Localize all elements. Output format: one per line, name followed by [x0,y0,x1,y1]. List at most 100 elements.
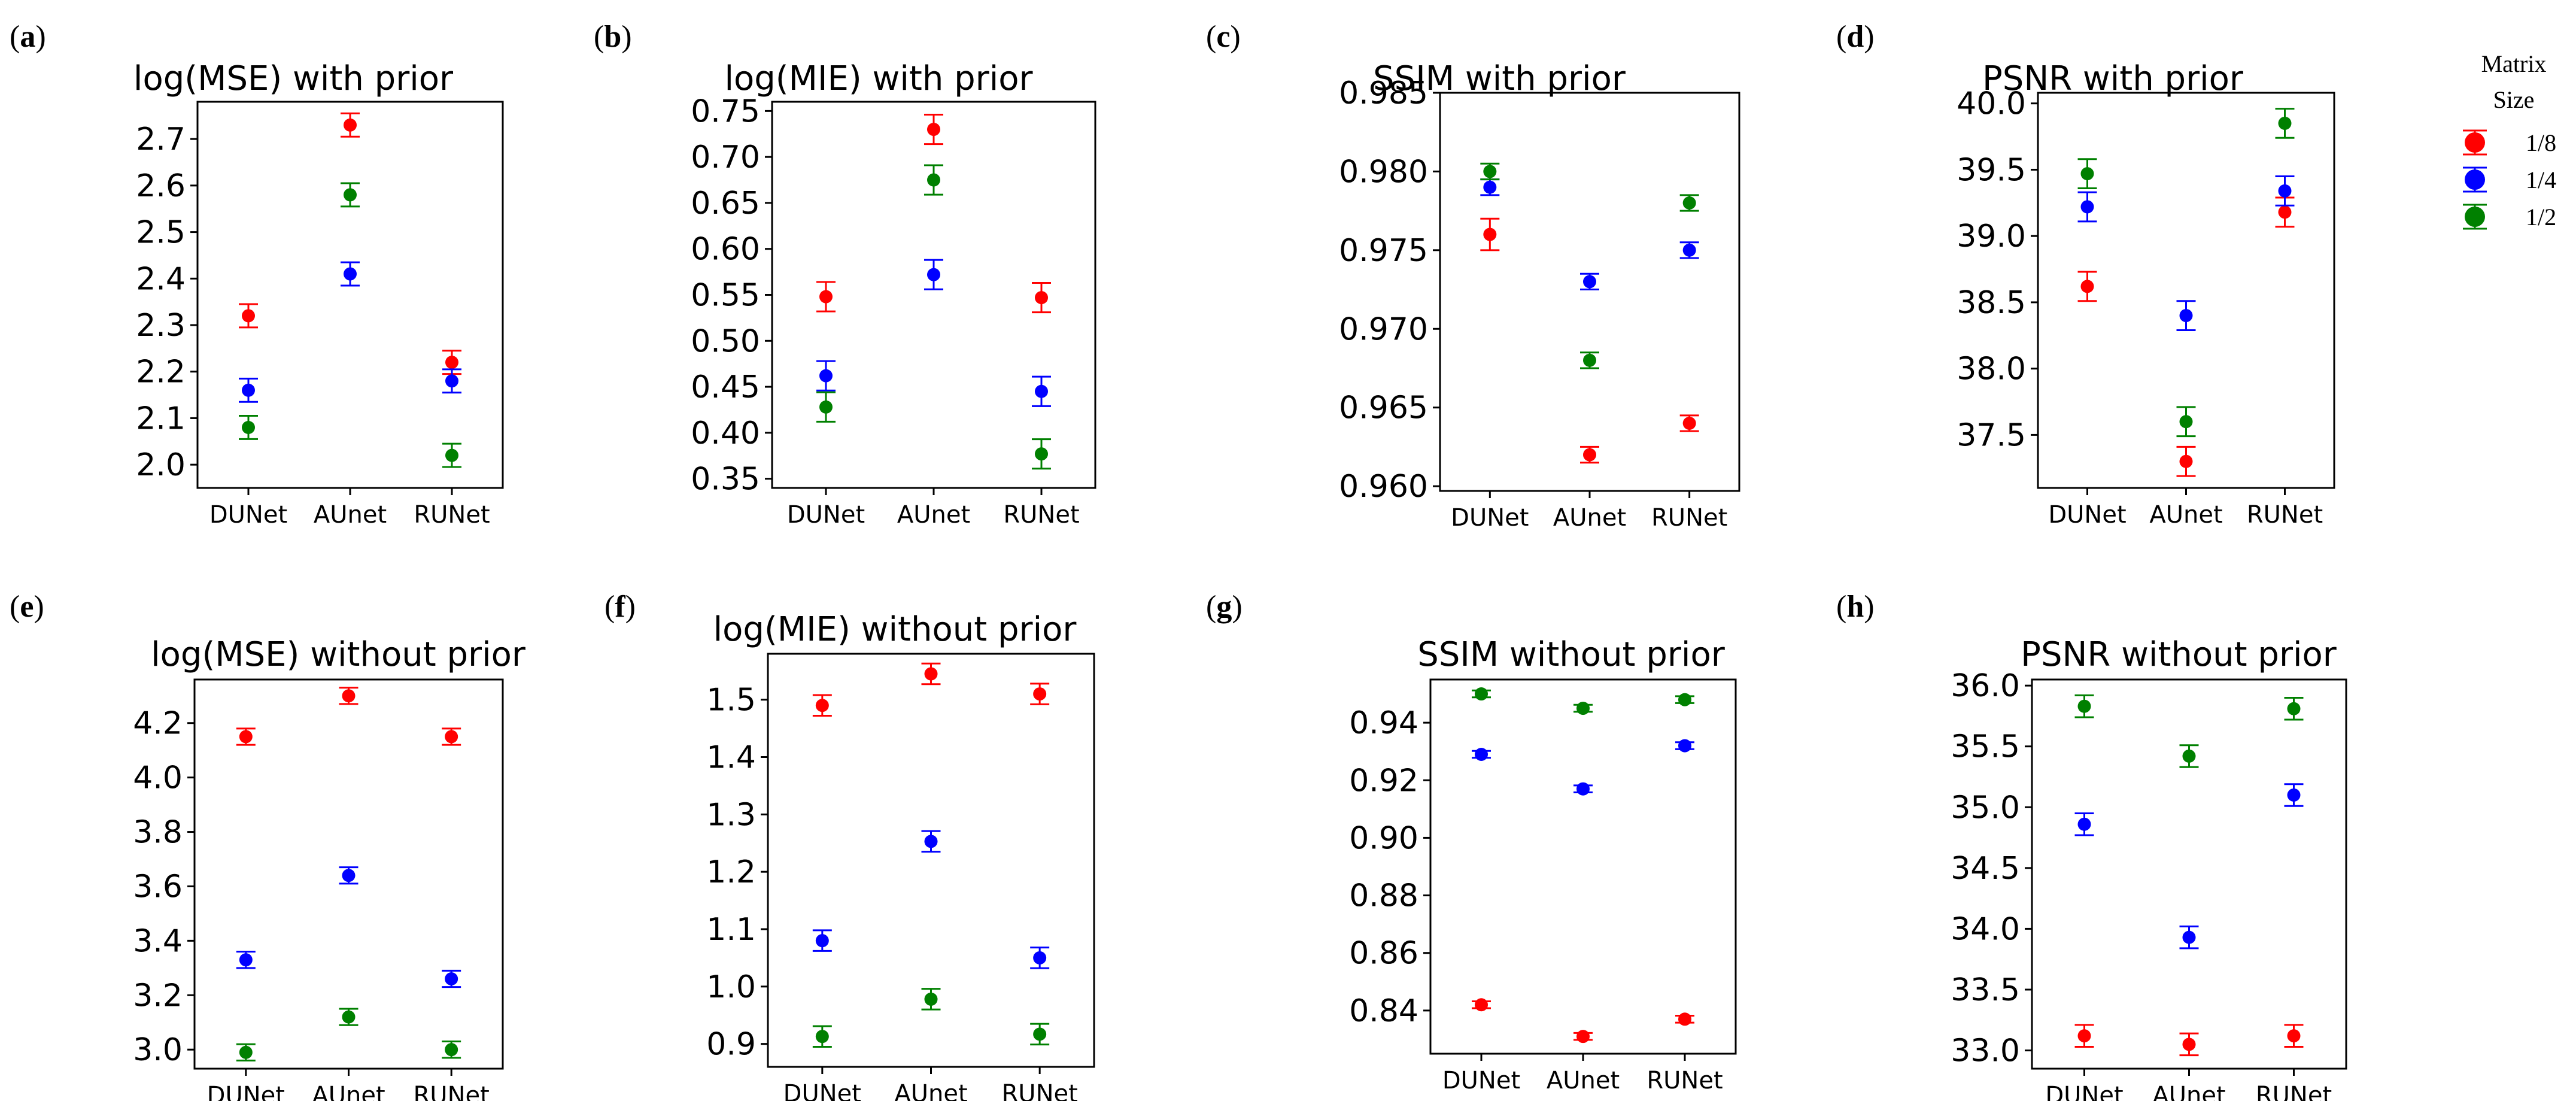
panel-a-ytick-label: 2.3 [136,308,186,344]
panel-f-point-1-8 [1030,683,1050,705]
panel-d-point-1-8 [2077,271,2097,302]
panel-g-ytick-label: 0.90 [1349,820,1418,856]
panel-d-letter: d [1846,20,1864,54]
panel-b-xtick-label: DUNet [787,501,865,529]
panel-d-point-1-2 [2077,158,2097,189]
panel-e-ytick-label: 4.2 [133,706,183,742]
panel-b-ytick-label: 0.75 [691,93,760,129]
panel-d-xticks: DUNet AUnet RUNet [2048,488,2323,529]
panel-h-xtick-label: DUNet [2045,1082,2123,1101]
panel-f-point-1-4 [1030,947,1050,969]
legend-label: 1/8 [2526,129,2556,156]
panel-h-point-1-2 [2284,696,2304,721]
data-point [2080,167,2094,181]
panel-c-point-1-2 [1580,351,1599,369]
data-point [2182,1038,2196,1051]
data-point [1483,165,1497,178]
panel-g-ytick-label: 0.92 [1349,763,1418,799]
data-point [2077,1029,2091,1043]
panel-h-point-1-2 [2179,744,2199,768]
data-point [239,730,253,744]
panel-d: (d) PSNR with prior 37.5 38.0 38.5 39.0 39.5… [1836,20,2335,529]
panel-a-point-1-4 [442,368,461,394]
data-point [927,123,940,137]
panel-c-xtick-label: AUnet [1553,504,1626,532]
panel-g-xticks: DUNet AUnet RUNet [1442,1054,1723,1094]
panel-f-letter: f [615,590,625,624]
panel-b-ytick-label: 0.45 [691,369,760,405]
panel-a-point-1-4 [341,261,360,287]
panel-d-point-1-4 [2176,300,2196,331]
panel-b-xtick-label: AUnet [897,501,970,529]
data-point [1475,687,1488,701]
panel-b-ytick-label: 0.60 [691,232,760,268]
panel-g-point-1-8 [1573,1030,1593,1044]
panel-h-point-1-8 [2284,1024,2304,1048]
legend-title-line1: Matrix [2481,50,2547,77]
panel-a-title: log(MSE) with prior [133,59,454,98]
legend-label: 1/4 [2526,166,2556,193]
panel-d-ytick-label: 39.0 [1957,219,2026,254]
data-point [1583,275,1596,289]
data-point [815,1030,829,1044]
legend: Matrix Size 1/8 1/4 1/2 [2463,50,2556,230]
data-point [1483,180,1497,194]
data-point [1682,196,1696,210]
panel-h-letter: h [1846,590,1864,624]
data-point [445,972,458,985]
panel-b-ytick-label: 0.35 [691,462,760,498]
legend-marker [2465,207,2485,227]
panel-c-label: (c) [1206,20,1241,54]
panel-g: (g) SSIM without prior 0.840.860.880.900… [1206,590,1737,1094]
panel-h-point-1-4 [2179,925,2199,950]
panel-b-title: log(MIE) with prior [724,59,1033,98]
panel-g-point-1-2 [1675,693,1694,706]
panel-e-ytick-label: 3.0 [133,1032,183,1068]
panel-g-point-1-2 [1573,702,1593,715]
panel-a-point-1-8 [239,303,258,329]
data-point [239,953,253,967]
panel-h-ytick-label: 34.5 [1951,851,2020,887]
panel-h-point-1-2 [2074,694,2094,718]
panel-f-xtick-label: DUNet [783,1080,861,1101]
panel-h-title: PSNR without prior [2021,635,2337,674]
data-point [924,992,938,1006]
data-point [1682,243,1696,257]
legend-item-1-8: 1/8 [2463,129,2556,156]
panel-c-xtick-label: RUNet [1651,504,1727,532]
panel-f-label: (f) [604,590,636,624]
data-point [445,448,458,462]
panel-c-ytick-label: 0.960 [1339,469,1428,505]
panel-c-point-1-4 [1580,272,1599,291]
panel-c-ytick-label: 0.980 [1339,154,1428,190]
panel-d-ytick-label: 37.5 [1957,417,2026,453]
panel-b-point-1-2 [924,164,943,196]
data-point [1035,291,1048,305]
panel-a: (a) log(MSE) with prior 2.02.12.22.32.42… [10,20,504,529]
panel-a-point-1-2 [239,415,258,440]
data-point [2179,415,2193,429]
panel-b-point-1-4 [1032,375,1051,407]
panel-c-xtick-label: DUNet [1451,504,1529,532]
panel-c-yticks: 0.960 0.965 0.970 0.975 0.980 0.985 [1339,75,1440,505]
data-point [815,699,829,712]
panel-h-ytick-label: 33.0 [1951,1033,2020,1069]
legend-label: 1/2 [2526,204,2556,230]
panel-e-ytick-label: 3.4 [133,923,183,959]
panel-f-point-1-8 [921,662,941,686]
panel-c-point-1-4 [1480,178,1500,196]
panel-e-ytick-label: 3.6 [133,869,183,905]
data-point [819,369,833,383]
panel-a-ytick-label: 2.7 [136,122,186,157]
panel-a-xtick-label: RUNet [414,501,490,529]
panel-e-yticks: 3.0 3.2 3.4 3.6 3.8 4.0 4.2 [133,706,195,1068]
data-point [1678,739,1691,753]
panel-h-point-1-4 [2074,812,2094,836]
panel-b-point-1-2 [816,391,836,423]
data-point [1678,1012,1691,1026]
data-point [1483,228,1497,241]
panel-d-marks [2077,108,2295,477]
data-point [2287,1029,2301,1043]
panel-d-point-1-8 [2275,196,2295,228]
data-point [2080,280,2094,293]
